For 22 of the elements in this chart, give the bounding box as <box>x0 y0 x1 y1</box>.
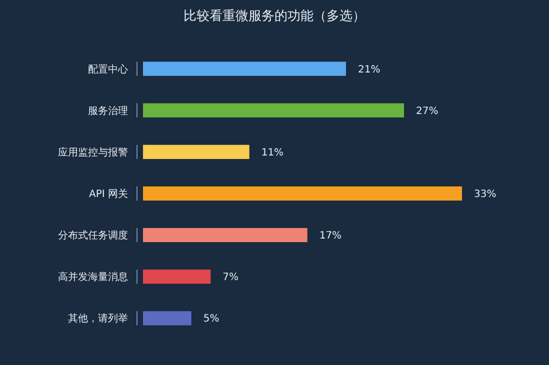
bar <box>143 103 404 118</box>
y-tick-label: 服务治理 <box>88 104 128 117</box>
y-tick-label: 分布式任务调度 <box>58 230 128 242</box>
chart-title: 比较看重微服务的功能（多选） <box>184 9 366 24</box>
data-label: 21% <box>358 64 380 76</box>
data-label: 27% <box>416 106 438 117</box>
bar <box>143 144 250 159</box>
y-tick-label: 高并发海量消息 <box>58 271 128 284</box>
bar <box>143 186 462 201</box>
y-tick-label: 其他，请列举 <box>68 312 128 325</box>
y-tick-label: API 网关 <box>89 188 128 200</box>
bar <box>143 62 346 76</box>
bar <box>143 270 211 284</box>
data-label: 11% <box>261 147 284 158</box>
data-label: 33% <box>474 189 496 200</box>
data-label: 5% <box>203 314 220 325</box>
data-label: 7% <box>222 272 239 284</box>
bar <box>143 311 192 326</box>
bar <box>143 228 308 242</box>
data-label: 17% <box>319 230 342 242</box>
y-tick-label: 应用监控与报警 <box>58 146 128 158</box>
y-tick-label: 配置中心 <box>88 63 128 76</box>
